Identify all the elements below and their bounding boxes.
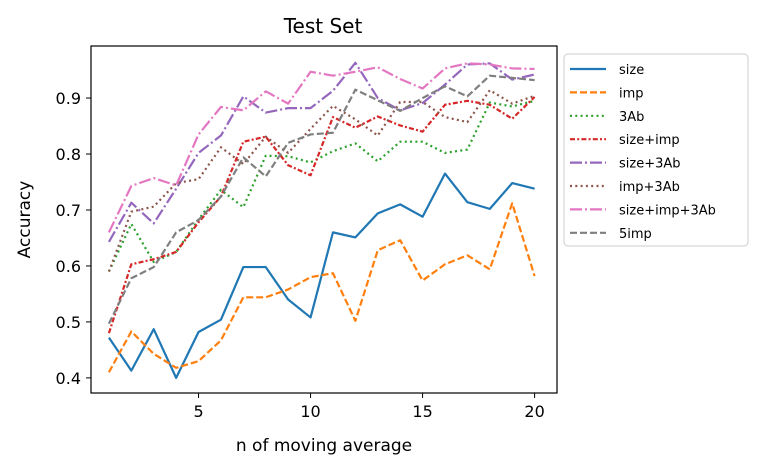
y-tick-label: 0.5 <box>56 313 81 332</box>
legend-label-imp: imp <box>619 86 644 101</box>
y-axis-label: Accuracy <box>15 181 35 259</box>
legend: size imp 3Ab size+imp size+3Ab imp+3Ab size+im… <box>563 53 749 247</box>
legend-label-imp-plus-3ab: imp+3Ab <box>619 180 680 195</box>
legend-label-3ab: 3Ab <box>619 110 644 125</box>
y-axis-ticks: 0.4 0.5 0.6 0.7 0.8 0.9 <box>56 89 91 388</box>
x-axis-ticks: 5 10 15 20 <box>193 393 545 421</box>
x-tick-label: 10 <box>300 402 320 421</box>
series-line-size-plus-imp-plus-3ab <box>107 62 535 233</box>
legend-label-size-plus-3ab: size+3Ab <box>619 157 681 172</box>
legend-entries: size imp 3Ab size+imp size+3Ab imp+3Ab size+im… <box>570 63 716 242</box>
series-line-imp-plus-3ab <box>107 89 535 272</box>
legend-label-size-plus-imp-plus-3ab: size+imp+3Ab <box>619 203 716 218</box>
x-tick-label: 20 <box>524 402 544 421</box>
y-tick-label: 0.4 <box>56 369 81 388</box>
y-tick-label: 0.7 <box>56 201 81 220</box>
x-tick-label: 5 <box>193 402 203 421</box>
y-tick-label: 0.8 <box>56 145 81 164</box>
legend-label-size-plus-imp: size+imp <box>619 133 680 148</box>
plot-area-frame <box>90 45 558 394</box>
x-axis-label: n of moving average <box>236 436 412 456</box>
series-line-5imp <box>107 74 535 325</box>
chart-title: Test Set <box>283 14 363 38</box>
legend-label-5imp: 5imp <box>619 227 652 242</box>
legend-label-size: size <box>619 63 644 78</box>
series-layer <box>107 61 536 379</box>
y-tick-label: 0.6 <box>56 257 81 276</box>
legend-frame <box>563 53 749 247</box>
y-tick-label: 0.9 <box>56 89 81 108</box>
x-tick-label: 15 <box>412 402 432 421</box>
series-line-imp <box>107 202 536 373</box>
